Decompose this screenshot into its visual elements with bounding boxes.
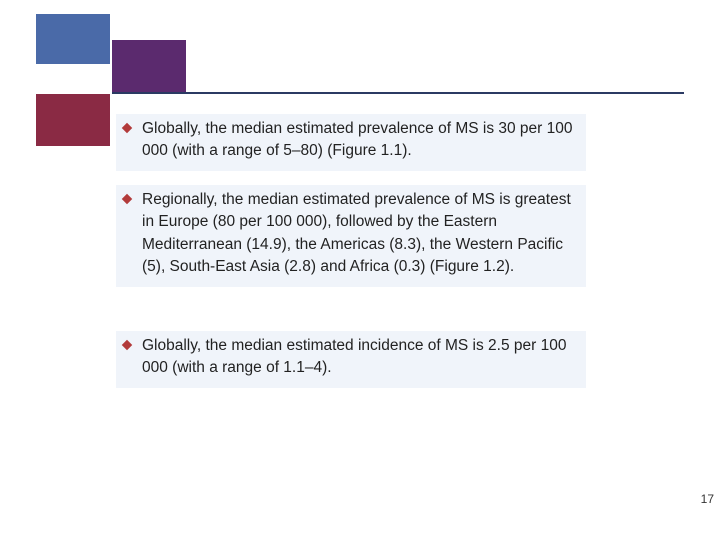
bullet-text: Globally, the median estimated prevalenc…: [142, 118, 582, 163]
content-area: Globally, the median estimated prevalenc…: [116, 114, 586, 402]
bullet-gap: [116, 301, 586, 331]
bullet-item: Globally, the median estimated incidence…: [116, 331, 586, 388]
decor-block-maroon: [36, 94, 110, 146]
bullet-text: Globally, the median estimated incidence…: [142, 335, 582, 380]
header-rule: [112, 92, 684, 94]
bullet-diamond-icon: [120, 121, 134, 135]
bullet-group-2: Globally, the median estimated incidence…: [116, 331, 586, 388]
decor-block-purple: [112, 40, 186, 92]
bullet-diamond-icon: [120, 192, 134, 206]
bullet-diamond-icon: [120, 338, 134, 352]
bullet-group-1: Globally, the median estimated prevalenc…: [116, 114, 586, 287]
page-number: 17: [701, 492, 714, 506]
bullet-item: Regionally, the median estimated prevale…: [116, 185, 586, 287]
bullet-item: Globally, the median estimated prevalenc…: [116, 114, 586, 171]
decor-block-blue: [36, 14, 110, 64]
bullet-text: Regionally, the median estimated prevale…: [142, 189, 582, 279]
